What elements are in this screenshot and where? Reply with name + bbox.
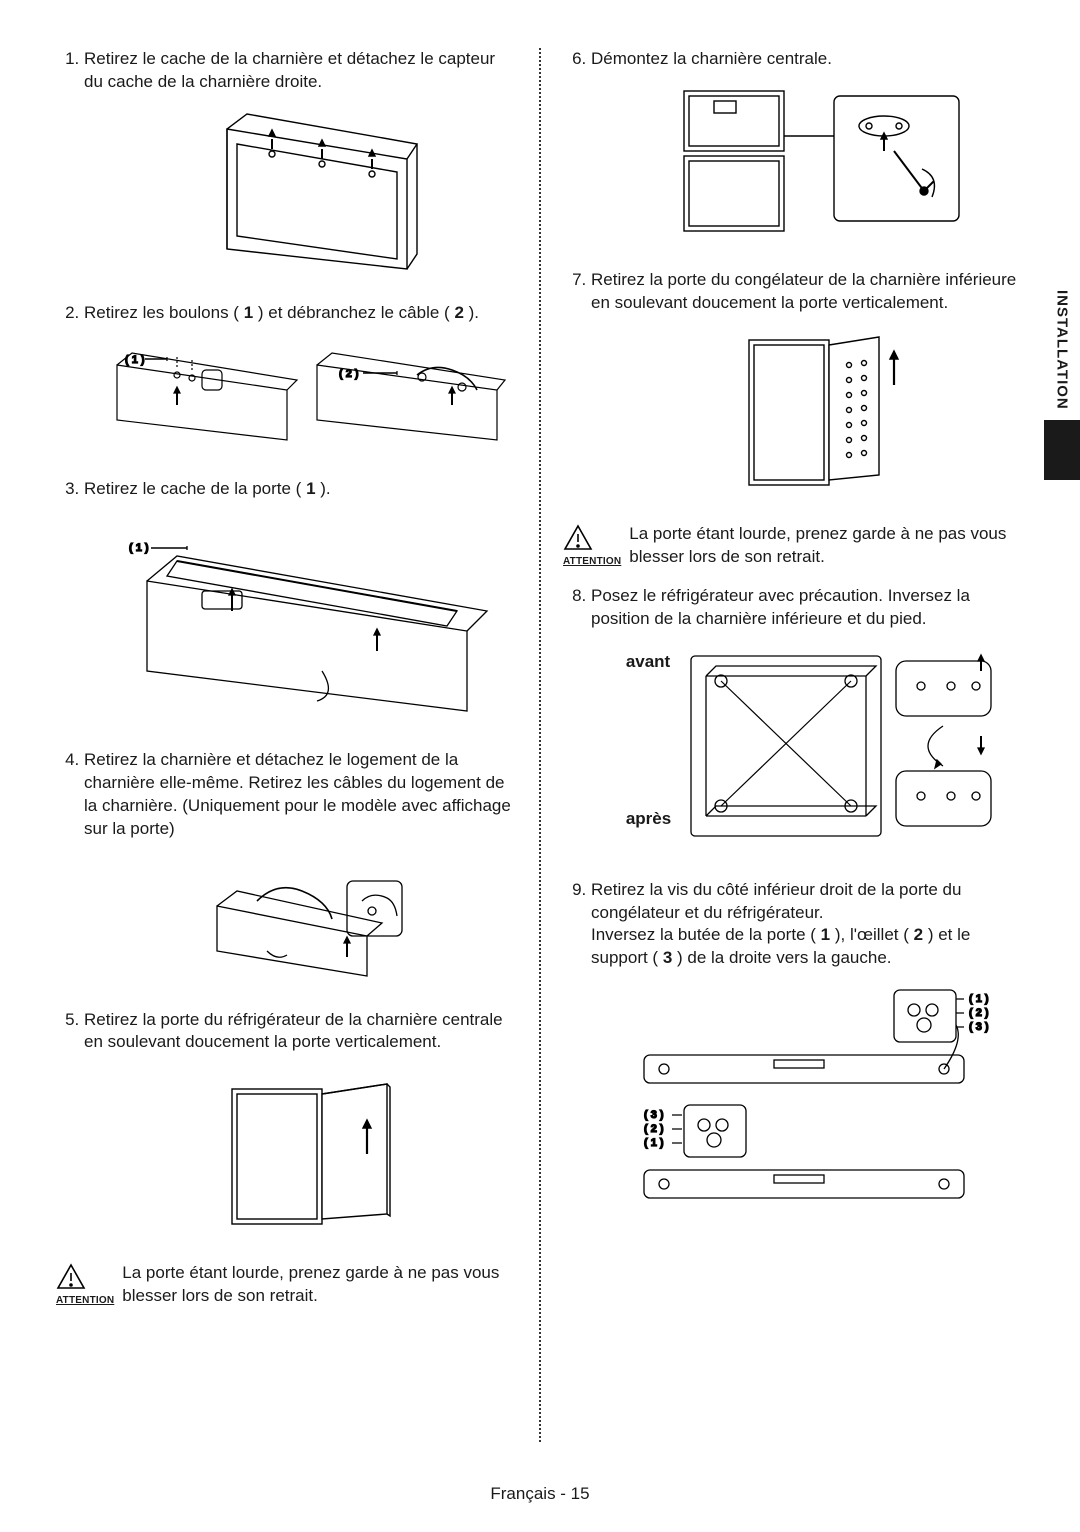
left-column: Retirez le cache de la charnière et déta… — [56, 48, 537, 1442]
step-7-text: Retirez la porte du congélateur de la ch… — [591, 269, 1024, 315]
svg-text:( 1 ): ( 1 ) — [129, 542, 149, 554]
figure-step5 — [96, 1064, 517, 1234]
svg-text:( 3 ): ( 3 ) — [969, 1021, 989, 1033]
fig9-svg: ( 1 ) ( 2 ) ( 3 ) — [624, 980, 1004, 1210]
svg-text:( 1 ): ( 1 ) — [125, 354, 145, 366]
manual-page: INSTALLATION Retirez le cache de la char… — [0, 0, 1080, 1532]
fig2-svg: ( 1 ) ( 2 ) — [107, 335, 507, 450]
step-3-text: Retirez le cache de la porte ( 1 ). — [84, 478, 517, 501]
section-tab-lower — [1044, 420, 1080, 480]
figure-step3: ( 1 ) — [96, 511, 517, 721]
figure-step2: ( 1 ) ( 2 ) — [96, 335, 517, 450]
svg-text:( 3 ): ( 3 ) — [644, 1109, 664, 1121]
fig6-svg — [654, 81, 974, 241]
svg-text:( 1 ): ( 1 ) — [969, 993, 989, 1005]
steps-left: Retirez le cache de la charnière et déta… — [56, 48, 517, 1234]
figure-step8: avant après — [603, 641, 1024, 851]
svg-text:( 2 ): ( 2 ) — [969, 1007, 989, 1019]
fig1-svg — [177, 104, 437, 274]
step-6-text: Démontez la charnière centrale. — [591, 48, 1024, 71]
page-footer: Français - 15 — [0, 1484, 1080, 1504]
step-9: Retirez la vis du côté inférieur droit d… — [591, 879, 1024, 1211]
label-before: avant — [626, 651, 671, 674]
step-5-text: Retirez la porte du réfrigérateur de la … — [84, 1009, 517, 1055]
step-4-text: Retirez la charnière et détachez le loge… — [84, 749, 517, 841]
label-after: après — [626, 808, 671, 831]
figure-step9: ( 1 ) ( 2 ) ( 3 ) — [603, 980, 1024, 1210]
figure-step7 — [603, 325, 1024, 495]
warning-label: ATTENTION — [56, 1294, 114, 1308]
step-1: Retirez le cache de la charnière et déta… — [84, 48, 517, 274]
step-4: Retirez la charnière et détachez le loge… — [84, 749, 517, 981]
warning-label: ATTENTION — [563, 555, 621, 569]
step-7: Retirez la porte du congélateur de la ch… — [591, 269, 1024, 495]
fig8-svg — [681, 641, 1001, 851]
step-1-text: Retirez le cache de la charnière et déta… — [84, 48, 517, 94]
step-2-text: Retirez les boulons ( 1 ) et débranchez … — [84, 302, 517, 325]
svg-text:( 2 ): ( 2 ) — [339, 368, 359, 380]
attention-2: ATTENTION La porte étant lourde, prenez … — [563, 523, 1024, 569]
svg-text:( 1 ): ( 1 ) — [644, 1137, 664, 1149]
fig4-svg — [197, 851, 417, 981]
two-columns: Retirez le cache de la charnière et déta… — [56, 48, 1024, 1442]
fig3-svg: ( 1 ) — [117, 511, 497, 721]
fig7-svg — [709, 325, 919, 495]
step-9-text: Retirez la vis du côté inférieur droit d… — [591, 879, 1024, 971]
step-8: Posez le réfrigérateur avec précaution. … — [591, 585, 1024, 851]
attention-1: ATTENTION La porte étant lourde, prenez … — [56, 1262, 517, 1308]
step-2: Retirez les boulons ( 1 ) et débranchez … — [84, 302, 517, 450]
figure-step1 — [96, 104, 517, 274]
step-5: Retirez la porte du réfrigérateur de la … — [84, 1009, 517, 1235]
warning-icon: ATTENTION — [563, 523, 621, 569]
steps-right-2: Posez le réfrigérateur avec précaution. … — [563, 585, 1024, 1211]
figure-step4 — [96, 851, 517, 981]
step8-tags: avant après — [626, 641, 671, 841]
step-8-text: Posez le réfrigérateur avec précaution. … — [591, 585, 1024, 631]
figure-step6 — [603, 81, 1024, 241]
attention-1-text: La porte étant lourde, prenez garde à ne… — [122, 1262, 517, 1308]
svg-text:( 2 ): ( 2 ) — [644, 1123, 664, 1135]
warning-icon: ATTENTION — [56, 1262, 114, 1308]
steps-right: Démontez la charnière centrale. — [563, 48, 1024, 495]
column-divider — [539, 48, 541, 1442]
attention-2-text: La porte étant lourde, prenez garde à ne… — [629, 523, 1024, 569]
section-tab-upper: INSTALLATION — [1044, 280, 1080, 420]
fig5-svg — [192, 1064, 422, 1234]
step-6: Démontez la charnière centrale. — [591, 48, 1024, 241]
right-column: Démontez la charnière centrale. — [543, 48, 1024, 1442]
step-3: Retirez le cache de la porte ( 1 ). — [84, 478, 517, 721]
section-tab: INSTALLATION — [1044, 280, 1080, 480]
